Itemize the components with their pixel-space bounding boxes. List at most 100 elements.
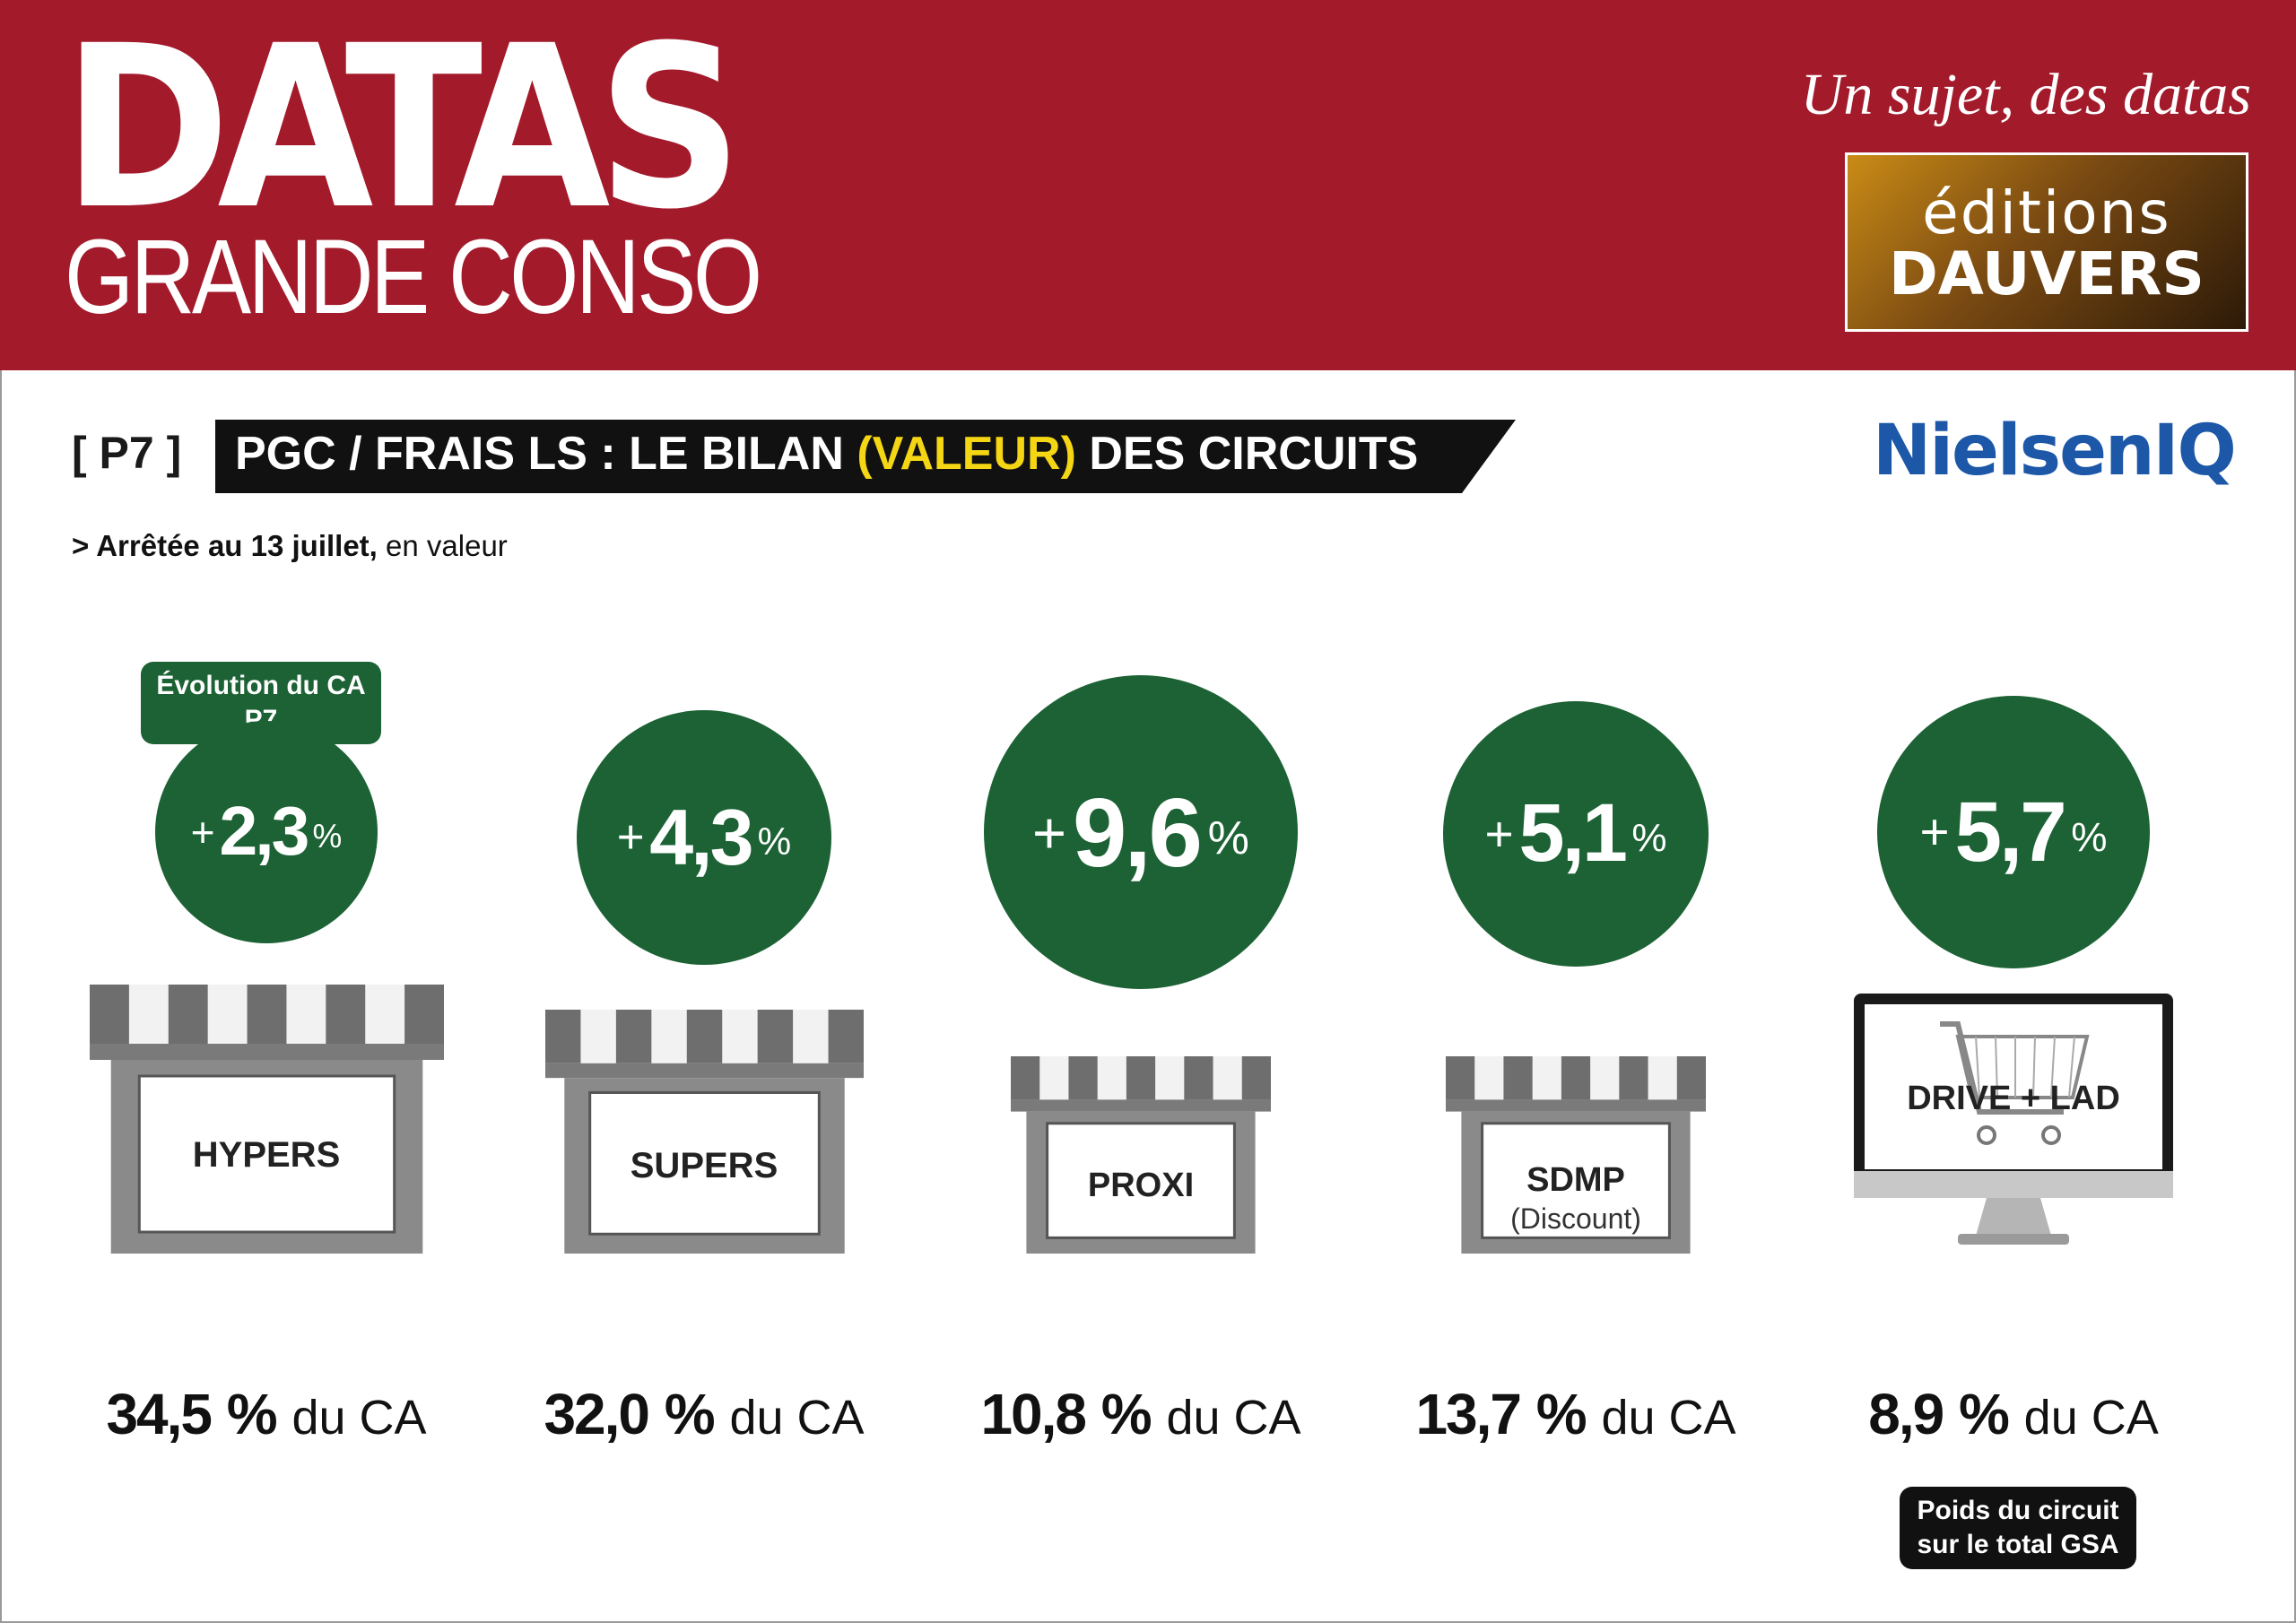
share-label: 13,7 % du CA [1370, 1381, 1782, 1447]
growth-percent: % [312, 817, 343, 855]
store-label: PROXI [1087, 1167, 1195, 1205]
monitor-stand [1976, 1198, 2051, 1236]
awning-valance [1446, 1099, 1706, 1112]
publisher-logo-line1: éditions [1922, 178, 2171, 247]
share-space [211, 1382, 227, 1446]
monitor-base [1958, 1234, 2069, 1245]
cart-wire [2032, 1036, 2036, 1098]
growth-sign: + [1484, 805, 1514, 862]
store-icon: HYPERS [89, 985, 444, 1254]
tagline: Un sujet, des datas [1800, 62, 2251, 127]
share-label: 8,9 % du CA [1807, 1381, 2220, 1447]
growth-bubble: +9,6% [984, 675, 1298, 989]
share-du-ca: du CA [729, 1391, 865, 1445]
cart-wire [2050, 1036, 2056, 1098]
share-du-ca: du CA [291, 1391, 427, 1445]
share-percent: % [1958, 1382, 2010, 1446]
share-du-ca: du CA [2023, 1391, 2159, 1445]
growth-sign: + [1032, 799, 1067, 865]
cart-handle [1940, 1021, 2064, 1115]
store-window [1046, 1122, 1236, 1239]
share-label: 34,5 % du CA [60, 1381, 473, 1447]
title-highlight: (VALEUR) [857, 428, 1076, 480]
awning-stripe [1619, 1056, 1649, 1100]
share-space [648, 1382, 665, 1446]
share-space [1943, 1382, 1959, 1446]
publisher-logo-line2: DAUVERS [1889, 239, 2205, 308]
awning-stripe [579, 1010, 616, 1063]
awning-stripe [828, 1010, 864, 1063]
title-part-1: PGC / FRAIS LS : LE BILAN [235, 428, 857, 480]
growth-value: 5,7 [1954, 784, 2067, 879]
subtitle: > Arrêtée au 13 juillet, en valeur [72, 529, 508, 563]
growth-bubble: +5,1% [1443, 701, 1709, 967]
growth-sign: + [1919, 803, 1950, 861]
cart-wire [2068, 1036, 2075, 1098]
share-value: 8,9 [1868, 1382, 1944, 1446]
share-value: 32,0 [544, 1382, 650, 1446]
awning-stripe [1241, 1056, 1272, 1100]
share-space [714, 1382, 730, 1446]
growth-bubble: +2,3% [155, 721, 378, 943]
awning-stripe [1590, 1056, 1620, 1100]
growth-value: 4,3 [649, 792, 753, 881]
store-label: DRIVE + LAD [1907, 1080, 2120, 1117]
store-label: SUPERS [630, 1146, 778, 1186]
growth-sign: + [190, 808, 215, 855]
share-value: 34,5 [106, 1382, 213, 1446]
share-percent: % [1100, 1382, 1152, 1446]
store-drawing [89, 985, 444, 1254]
publisher-logo: éditions DAUVERS [1845, 152, 2248, 332]
growth-percent: % [2071, 813, 2108, 860]
weight-tag: Poids du circuit sur le total GSA [1900, 1487, 2136, 1569]
awning-stripe [1126, 1056, 1156, 1100]
store-drawing [1446, 1056, 1707, 1254]
growth-bubble: +4,3% [577, 710, 831, 965]
awning-stripe [207, 985, 248, 1044]
awning-stripe [1446, 1056, 1475, 1100]
awning-stripe [1097, 1056, 1127, 1100]
store-window [1481, 1122, 1671, 1239]
growth-percent: % [757, 820, 792, 864]
subtitle-normal: en valeur [377, 529, 508, 562]
share-value: 10,8 [980, 1382, 1087, 1446]
title-band: PGC / FRAIS LS : LE BILAN (VALEUR) DES C… [215, 420, 1516, 493]
awning-valance [1011, 1099, 1271, 1112]
awning-stripe [89, 985, 129, 1044]
awning-stripe [247, 985, 287, 1044]
awning-stripe [168, 985, 208, 1044]
awning-stripe [544, 1010, 581, 1063]
awning-stripe [650, 1010, 687, 1063]
page-reference: [ P7 ] [72, 428, 182, 478]
growth-percent: % [1631, 816, 1667, 861]
awning-stripe [1648, 1056, 1678, 1100]
awning-valance [544, 1063, 864, 1079]
cart-wire [1975, 1036, 1980, 1098]
cart-wire [1995, 1036, 1998, 1098]
share-space [1085, 1382, 1101, 1446]
brand-subtitle: GRANDE CONSO [65, 218, 762, 336]
share-space [2008, 1382, 2024, 1446]
awning-stripe [1676, 1056, 1707, 1100]
awning-stripe [1039, 1056, 1069, 1100]
brand-title: DATAS [63, 0, 743, 258]
share-space [1520, 1382, 1536, 1446]
store-drawing [1011, 1056, 1272, 1254]
awning-stripe [1474, 1056, 1504, 1100]
share-label: 10,8 % du CA [935, 1381, 1347, 1447]
cart-basket [1955, 1035, 2090, 1099]
awning-valance [89, 1044, 444, 1060]
share-space [1151, 1382, 1167, 1446]
header-banner: DATAS GRANDE CONSO Un sujet, des datas é… [0, 0, 2296, 370]
share-label: 32,0 % du CA [498, 1381, 910, 1447]
growth-value: 2,3 [219, 793, 310, 871]
cart-wheel [1977, 1125, 1996, 1145]
awning-stripe [325, 985, 366, 1044]
growth-bubble: +5,7% [1876, 695, 2151, 969]
share-value: 13,7 [1415, 1382, 1522, 1446]
growth-sign: + [616, 811, 645, 864]
awning-stripe [1213, 1056, 1243, 1100]
growth-value: 5,1 [1518, 787, 1628, 880]
awning-stripe [1184, 1056, 1214, 1100]
awning-stripe [128, 985, 169, 1044]
